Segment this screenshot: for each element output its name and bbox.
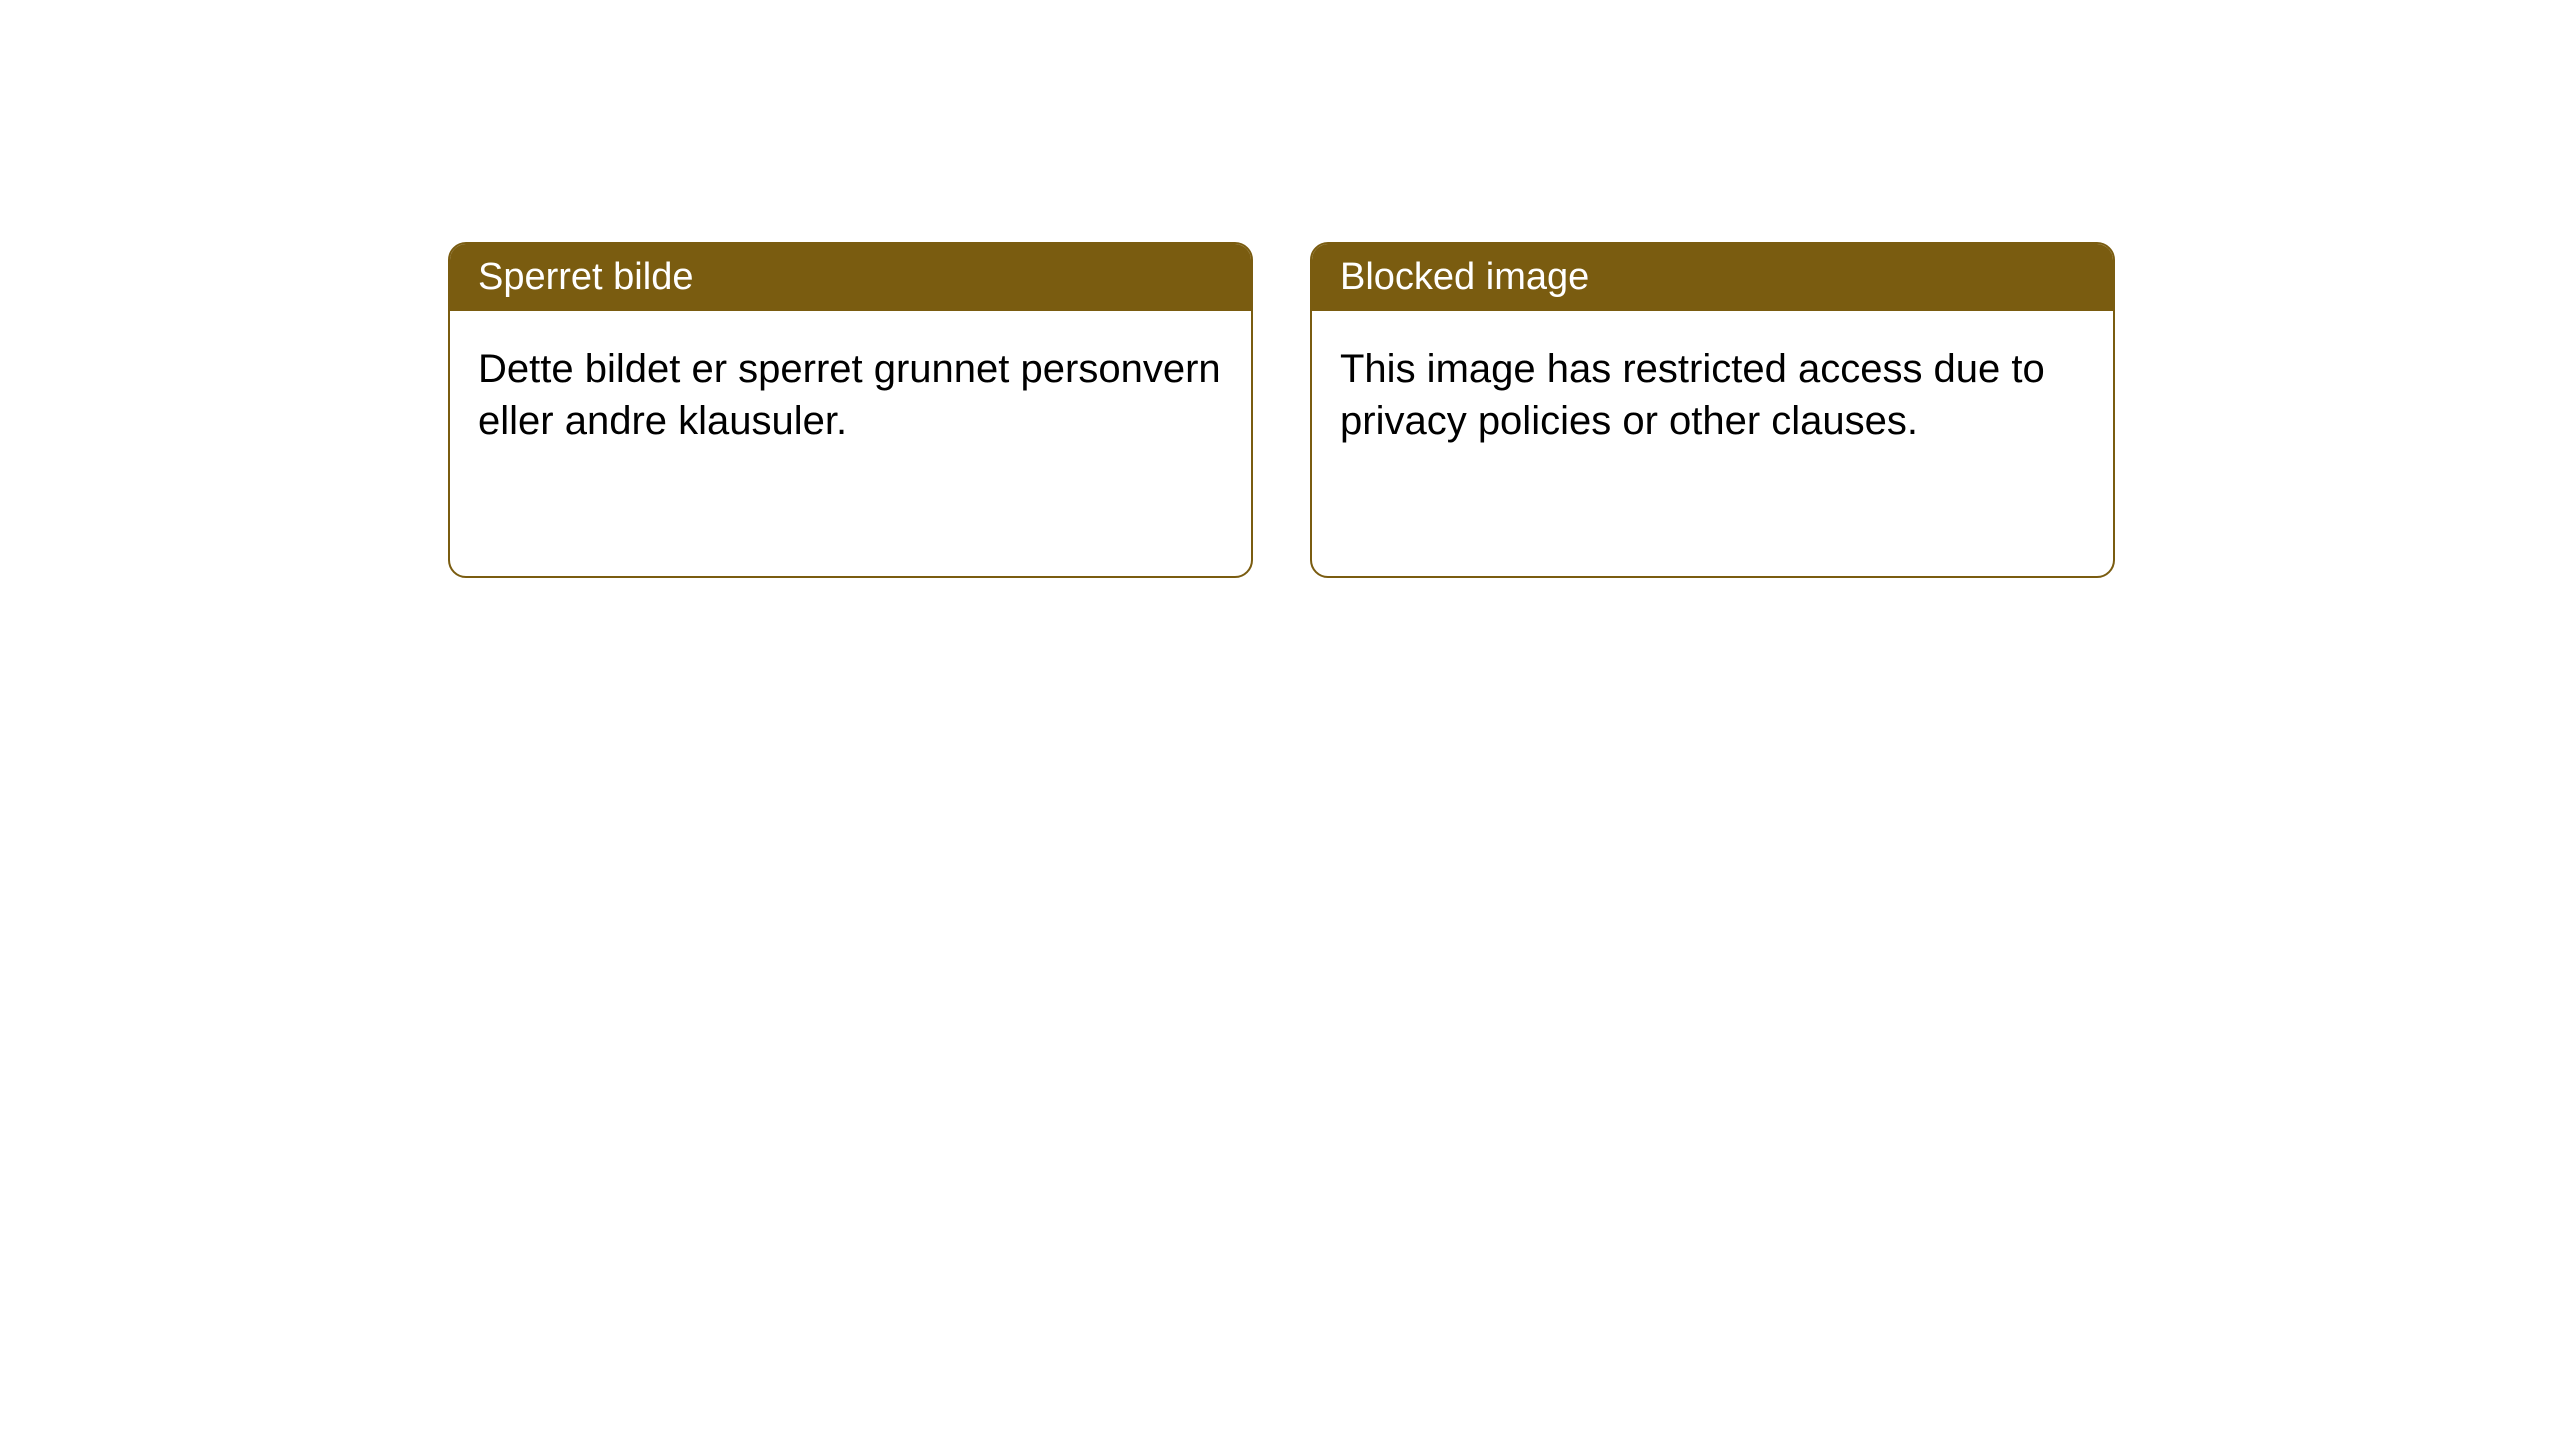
card-body-en: This image has restricted access due to … (1312, 311, 2113, 479)
card-header-en: Blocked image (1312, 244, 2113, 311)
blocked-image-card-no: Sperret bilde Dette bildet er sperret gr… (448, 242, 1253, 578)
blocked-image-card-en: Blocked image This image has restricted … (1310, 242, 2115, 578)
blocked-image-notice-container: Sperret bilde Dette bildet er sperret gr… (448, 242, 2115, 578)
card-header-no: Sperret bilde (450, 244, 1251, 311)
card-body-no: Dette bildet er sperret grunnet personve… (450, 311, 1251, 479)
